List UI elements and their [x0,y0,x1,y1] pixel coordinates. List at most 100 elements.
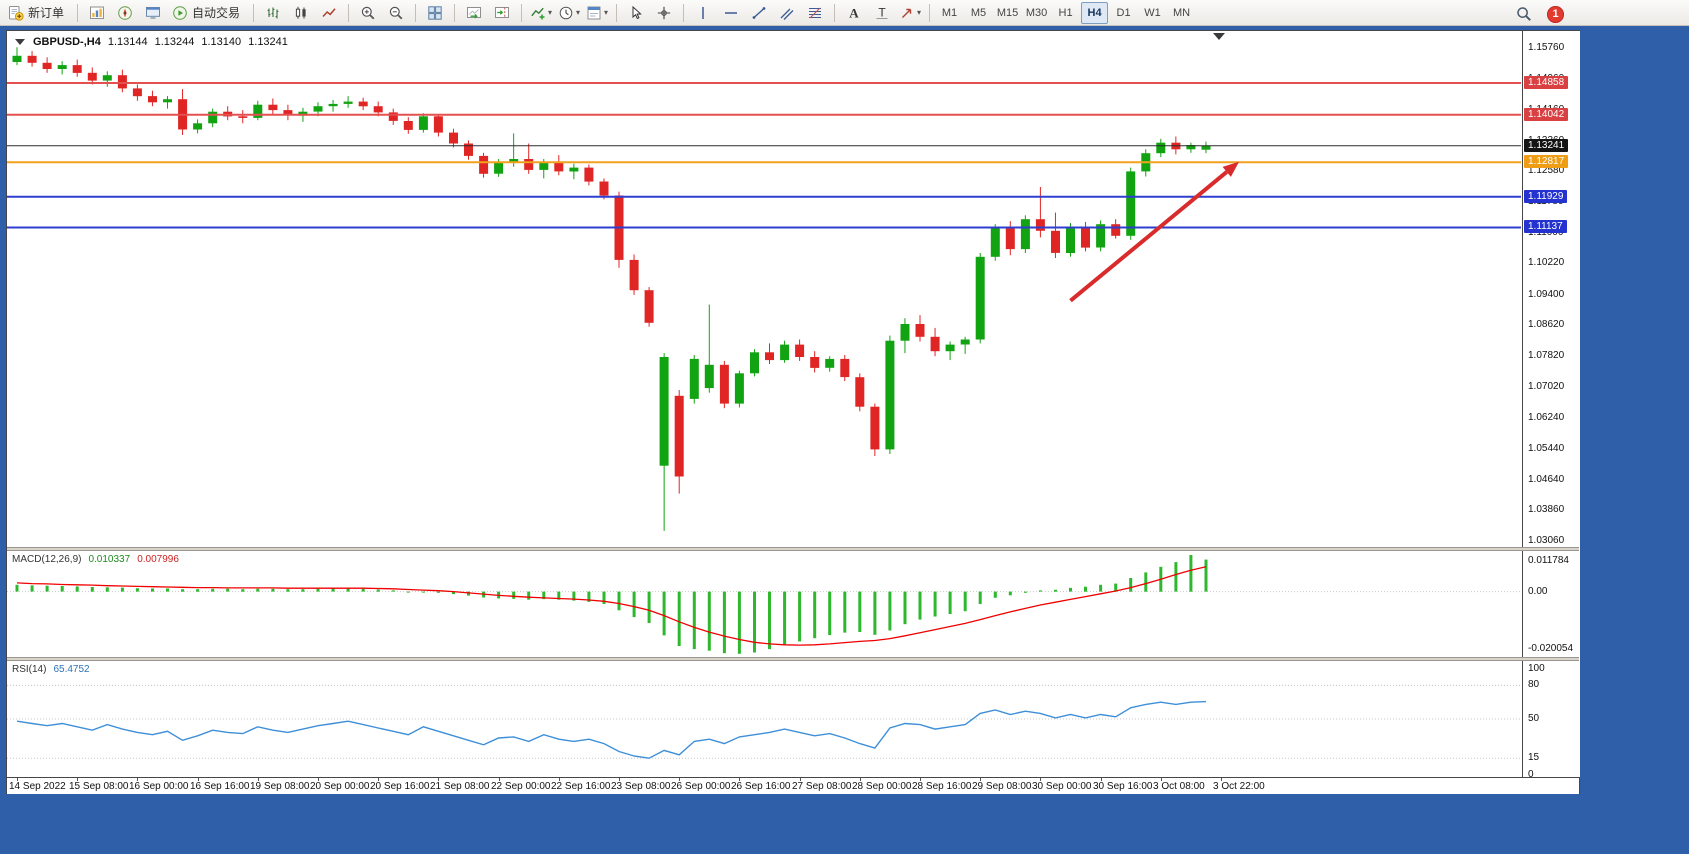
toolbar-separator [616,3,618,22]
time-label: 23 Sep 08:00 [611,781,671,792]
timeframe-mn[interactable]: MN [1172,6,1191,19]
label-button[interactable]: T [869,1,895,25]
timeframe-h1[interactable]: H1 [1058,6,1073,19]
time-tick [499,778,500,781]
zoom-out-button[interactable] [383,1,409,25]
tile-windows-button[interactable] [422,1,448,25]
chart-shift-marker[interactable] [1213,33,1225,40]
auto-scroll-button[interactable] [461,1,487,25]
price-chart-panel: GBPUSD-,H4 1.13144 1.13244 1.13140 1.132… [7,31,1521,547]
price-tick: 1.12580 [1528,165,1565,176]
navigator-button[interactable] [112,1,138,25]
template-icon [586,5,602,21]
time-tick [980,778,981,781]
label-icon: T [874,5,890,21]
search-button[interactable] [1511,2,1537,26]
dropdown-caret-icon: ▾ [576,7,581,17]
arrows-button[interactable]: ▾ [897,1,923,25]
line-chart-button[interactable] [316,1,342,25]
indicators-button[interactable]: ▾ [528,1,554,25]
time-tick [77,778,78,781]
candlestick-series [12,47,1211,531]
dropdown-caret-icon: ▾ [604,7,609,17]
time-label: 20 Sep 00:00 [310,781,370,792]
price-badge-1.14042: 1.14042 [1524,108,1569,121]
candlestick-chart-button[interactable] [288,1,314,25]
zoom-in-button[interactable] [355,1,381,25]
channel-button[interactable] [774,1,800,25]
rsi-line [16,700,1207,759]
time-axis[interactable]: 14 Sep 2022 15 Sep 08:00 16 Sep 00:00 16 Se… [7,777,1579,794]
time-tick [679,778,680,781]
indicators-icon [530,5,546,21]
clock-icon [558,5,574,21]
cursor-button[interactable] [623,1,649,25]
toolbar-separator [834,3,836,22]
fibonacci-icon [807,5,823,21]
price-chart-canvas[interactable] [7,31,1521,547]
price-tick: 1.03060 [1528,535,1565,546]
chart-shift-button[interactable] [489,1,515,25]
text-button[interactable]: A [841,1,867,25]
time-tick [619,778,620,781]
rsi-panel: RSI(14) 65.4752 [7,661,1521,777]
macd-signal-value: 0.007996 [137,554,179,565]
periods-button[interactable]: ▾ [556,1,582,25]
timeframe-h4[interactable]: H4 [1081,1,1109,24]
text-icon: A [846,5,862,21]
time-label: 19 Sep 08:00 [250,781,310,792]
macd-axis-tick: 0.011784 [1528,555,1569,566]
timeframe-d1[interactable]: D1 [1116,6,1131,19]
panel-splitter[interactable] [7,657,1579,661]
price-tick: 1.06240 [1528,412,1565,423]
macd-axis-tick: -0.020054 [1528,643,1574,654]
timeframe-w1[interactable]: W1 [1144,6,1161,19]
macd-signal-line [16,566,1207,646]
price-axis[interactable]: 1.157601.149601.141601.133601.125801.117… [1522,31,1580,780]
horizontal-line-button[interactable] [718,1,744,25]
new-order-icon [8,5,24,21]
trendline-button[interactable] [746,1,772,25]
chart-window: GBPUSD-,H4 1.13144 1.13244 1.13140 1.132… [6,30,1580,794]
price-badge-1.13241: 1.13241 [1524,139,1569,152]
templates-button[interactable]: ▾ [584,1,610,25]
bar-chart-button[interactable] [260,1,286,25]
high-value: 1.13244 [154,36,195,48]
rsi-title: RSI(14) [12,664,47,675]
dropdown-caret-icon: ▾ [917,7,922,17]
timeframe-m15[interactable]: M15 [996,6,1019,19]
trend-arrow-object[interactable] [1069,161,1240,303]
candlestick-icon [293,5,309,21]
time-label: 26 Sep 16:00 [731,781,791,792]
crosshair-button[interactable] [651,1,677,25]
rsi-canvas[interactable] [7,661,1521,777]
time-label: 27 Sep 08:00 [792,781,852,792]
auto-scroll-icon [466,5,482,21]
time-tick [860,778,861,781]
fibonacci-button[interactable] [802,1,828,25]
svg-text:A: A [849,5,859,20]
vertical-line-button[interactable] [690,1,716,25]
time-label: 28 Sep 00:00 [852,781,912,792]
price-badge-1.12817: 1.12817 [1524,155,1569,168]
autotrading-button[interactable]: 自动交易 [168,1,247,25]
time-label: 29 Sep 08:00 [972,781,1032,792]
timeframe-m5[interactable]: M5 [970,6,987,19]
new-order-button[interactable]: 新订单 [4,1,71,25]
trendline-icon [751,5,767,21]
price-tick: 1.15760 [1528,42,1565,53]
market-watch-button[interactable] [84,1,110,25]
one-click-trading-toggle[interactable] [15,39,25,45]
low-value: 1.13140 [201,36,242,48]
new-order-button-label: 新订单 [28,6,65,20]
symbol-label: GBPUSD-,H4 [33,36,101,48]
panel-splitter[interactable] [7,547,1579,551]
timeframe-m1[interactable]: M1 [941,6,958,19]
chart-shift-icon [494,5,510,21]
timeframe-m30[interactable]: M30 [1025,6,1048,19]
time-tick [1221,778,1222,781]
toolbar-separator [683,3,685,22]
terminal-button[interactable] [140,1,166,25]
notification-badge[interactable]: 1 [1547,5,1564,23]
macd-canvas[interactable] [7,551,1521,657]
